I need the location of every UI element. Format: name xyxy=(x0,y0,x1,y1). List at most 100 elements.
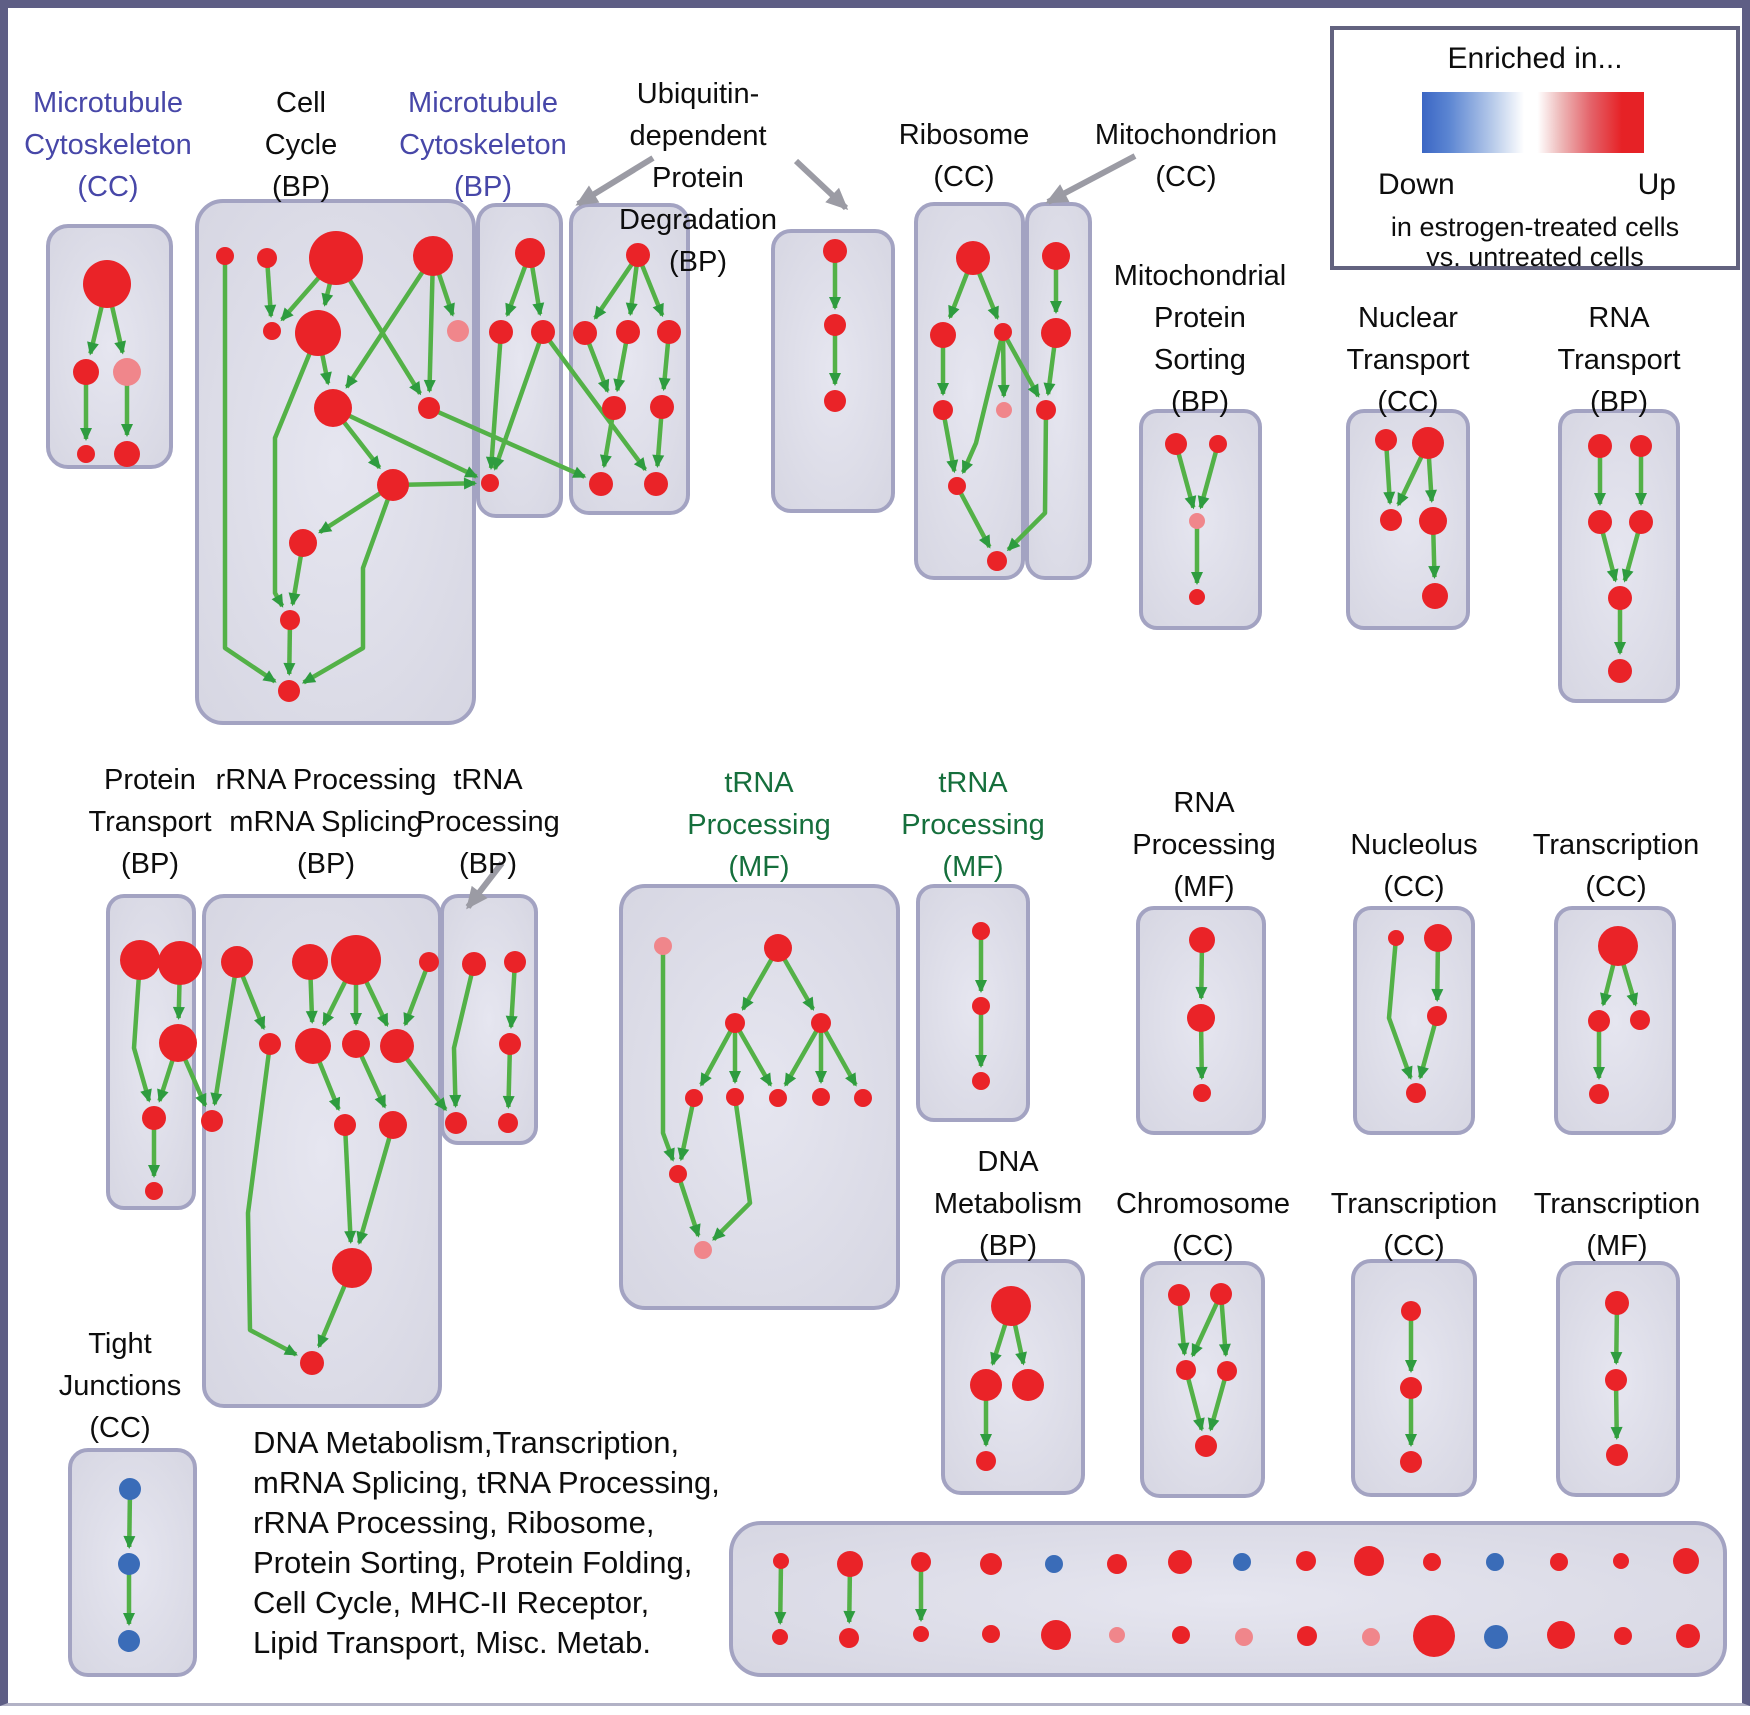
go-term-node-red xyxy=(1297,1626,1317,1646)
go-term-node-red xyxy=(158,941,202,985)
go-term-node-red xyxy=(314,389,352,427)
go-term-node-red xyxy=(334,1114,356,1136)
go-term-node-red xyxy=(1412,427,1444,459)
arrow-to-trna-bp-box xyxy=(465,861,505,910)
label-mitochondrion-cc: Mitochondrion (CC) xyxy=(1095,114,1277,198)
label-line: Processing xyxy=(901,809,1045,841)
edge-rrna-processing xyxy=(342,1124,357,1245)
go-term-node-red xyxy=(1630,1010,1650,1030)
go-term-node-pink xyxy=(654,937,672,955)
label-line: Protein xyxy=(104,764,196,796)
label-line: (BP) xyxy=(297,848,355,880)
edge-trna-processing-mf-large xyxy=(699,1021,737,1087)
label-line: (BP) xyxy=(669,246,727,278)
go-term-node-red xyxy=(1547,1621,1575,1649)
label-line: (BP) xyxy=(1590,386,1648,418)
go-term-node-pink xyxy=(1109,1627,1125,1643)
label-line: (BP) xyxy=(121,848,179,880)
go-term-node-red xyxy=(1189,589,1205,605)
go-term-node-blue xyxy=(1045,1555,1063,1573)
label-rna-transport: RNA Transport (BP) xyxy=(1557,297,1680,423)
go-term-node-red xyxy=(1380,509,1402,531)
label-line: DNA xyxy=(977,1146,1039,1178)
go-term-node-red xyxy=(1165,433,1187,455)
go-term-node-red xyxy=(342,1030,370,1058)
go-term-node-red xyxy=(657,320,681,344)
label-line: (CC) xyxy=(1377,386,1439,418)
label-line: Nuclear xyxy=(1358,302,1458,334)
label-line: Transcription xyxy=(1532,829,1700,861)
go-term-node-red xyxy=(1630,435,1652,457)
label-trna-processing-mf-small: tRNA Processing (MF) xyxy=(901,762,1044,888)
label-line: Mitochondrial xyxy=(1113,260,1287,292)
go-term-node-red xyxy=(1375,429,1397,451)
edge-cell-cycle xyxy=(344,254,435,389)
go-term-node-red xyxy=(589,472,613,496)
cluster-box-mitochondrion xyxy=(1025,202,1092,580)
go-term-node-red xyxy=(1422,583,1448,609)
go-term-node-red xyxy=(1400,1377,1422,1399)
edge-chromosome xyxy=(1207,1370,1230,1432)
go-term-node-red xyxy=(1605,1369,1627,1391)
go-term-node-red xyxy=(1608,659,1632,683)
label-nuclear-transport: Nuclear Transport (CC) xyxy=(1346,297,1469,423)
go-term-node-red xyxy=(278,680,300,702)
label-nucleolus-cc: Nucleolus (CC) xyxy=(1350,824,1477,908)
go-term-node-red xyxy=(644,472,668,496)
arrow-to-mitochondrion-box xyxy=(1045,153,1137,205)
go-term-node-red xyxy=(669,1165,687,1183)
go-term-node-red xyxy=(824,390,846,412)
go-term-node-red xyxy=(976,1451,996,1471)
go-term-node-pink xyxy=(447,320,469,342)
arrow-to-ubiquitin-box2 xyxy=(793,158,849,211)
go-term-node-red xyxy=(1210,1283,1232,1305)
go-term-node-red xyxy=(216,247,234,265)
edge-trna-processing-mf-large xyxy=(712,1096,753,1241)
go-term-node-red xyxy=(1427,1006,1447,1026)
go-term-node-red xyxy=(1388,930,1404,946)
go-term-node-red xyxy=(1401,1301,1421,1321)
go-term-node-red xyxy=(114,441,140,467)
legend-title: Enriched in... xyxy=(1447,42,1623,75)
go-term-node-red xyxy=(1598,926,1638,966)
edge-ribosome xyxy=(940,409,959,474)
label-rrna-processing-mrna-splicing: rRNA Processing mRNA Splicing (BP) xyxy=(216,759,437,885)
label-tight-junctions: Tight Junctions (CC) xyxy=(59,1323,182,1449)
label-line: (MF) xyxy=(1586,1230,1648,1262)
edge-ubiquitin-box1 xyxy=(593,253,640,320)
go-term-node-pink xyxy=(694,1241,712,1259)
cluster-box-microtubule-cc xyxy=(46,224,173,469)
go-term-node-red xyxy=(972,1072,990,1090)
label-line: (CC) xyxy=(89,1412,151,1444)
go-term-node-red xyxy=(1168,1550,1192,1574)
label-line: Cycle xyxy=(264,129,338,161)
label-line: Sorting xyxy=(1154,344,1246,376)
label-line: Transcription xyxy=(1533,1188,1701,1220)
go-term-node-red xyxy=(1424,924,1452,952)
label-line: Transport xyxy=(1557,344,1681,376)
go-term-node-red xyxy=(379,1111,407,1139)
label-line: Protein xyxy=(652,162,744,194)
edge-ribosome xyxy=(955,484,992,549)
label-line: Metabolism xyxy=(933,1188,1083,1220)
label-line: (CC) xyxy=(1155,161,1217,193)
legend-down-label: Down xyxy=(1378,168,1455,201)
go-term-node-pink xyxy=(996,402,1012,418)
go-term-node-red xyxy=(1041,318,1071,348)
misc-text-line: Lipid Transport, Misc. Metab. xyxy=(253,1625,651,1660)
go-term-node-blue xyxy=(119,1478,141,1500)
go-term-node-red xyxy=(1608,586,1632,610)
label-ribosome-cc: Ribosome (CC) xyxy=(899,114,1030,198)
go-term-node-red xyxy=(504,951,526,973)
go-term-node-pink xyxy=(1189,513,1205,529)
go-term-node-red xyxy=(142,1106,166,1130)
go-term-node-red xyxy=(1176,1360,1196,1380)
go-term-node-red xyxy=(120,940,160,980)
label-line: Processing xyxy=(1132,829,1276,861)
go-term-node-red xyxy=(289,529,317,557)
go-term-node-red xyxy=(839,1628,859,1648)
go-term-node-red xyxy=(489,320,513,344)
go-term-node-red xyxy=(823,239,847,263)
go-term-node-red xyxy=(626,243,650,267)
